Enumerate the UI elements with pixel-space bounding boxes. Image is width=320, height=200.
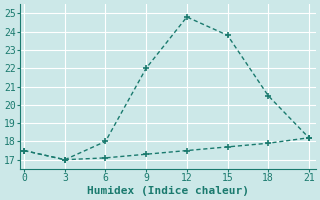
X-axis label: Humidex (Indice chaleur): Humidex (Indice chaleur) — [87, 186, 249, 196]
